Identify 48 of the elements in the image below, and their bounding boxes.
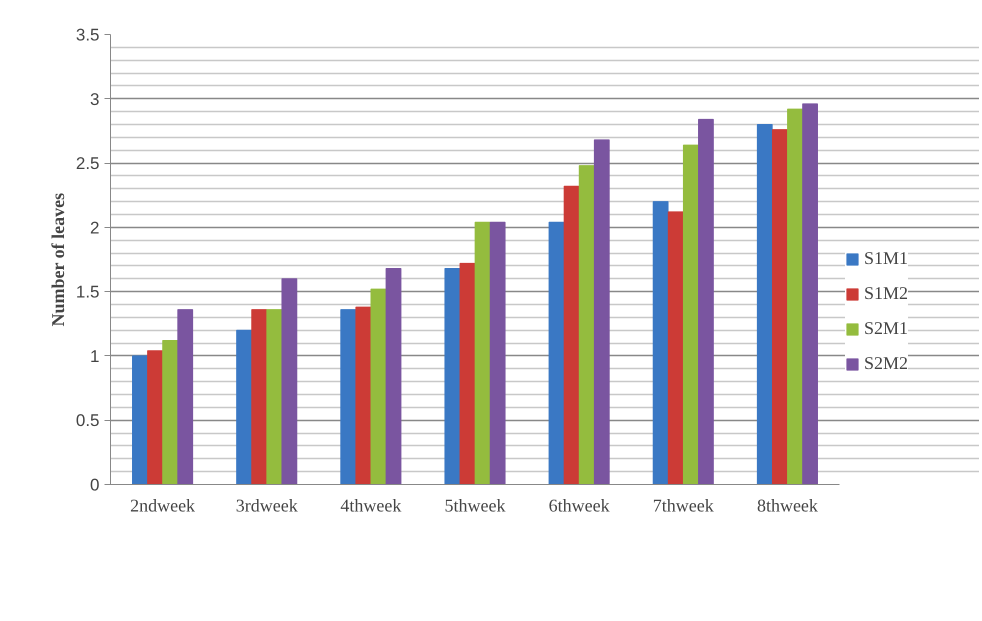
bar [490,222,506,484]
bar [386,268,402,484]
y-tick-label: 0.5 [76,411,100,430]
legend-label: S1M2 [864,283,908,304]
bar [652,201,669,484]
bar [698,118,714,484]
y-tick-label: 3.5 [76,26,100,44]
y-tick-label: 0 [90,476,100,494]
y-axis-title: Number of leaves [48,192,68,326]
x-tick-label: 8thweek [756,496,818,516]
x-tick-label: 6thweek [548,496,610,516]
x-tick-label: 2ndweek [130,496,196,516]
bar [594,139,610,484]
bar [370,288,386,484]
bar [132,355,148,484]
bar [147,350,163,484]
legend-label: S2M2 [864,353,908,374]
bar [802,103,818,484]
bar [564,186,580,484]
bar [355,306,372,484]
x-tick-label: 4thweek [340,496,402,516]
bar [756,124,773,484]
bar [474,222,490,484]
bar [444,268,460,484]
bar [162,340,178,484]
legend-label: S1M1 [864,248,908,269]
bar [668,211,684,484]
legend-label: S2M1 [864,318,908,339]
x-tick-label: 3rdweek [236,496,298,516]
bar [340,309,356,484]
bar [251,309,268,484]
bar [548,222,564,484]
bar [682,144,699,484]
x-tick-label: 5thweek [444,496,506,516]
bar [787,108,803,484]
bar [460,262,476,484]
y-tick-label: 2 [90,218,100,238]
y-tick-label: 2.5 [76,154,100,174]
bar [266,309,282,484]
y-tick-label: 3 [90,90,100,109]
bar [578,165,595,484]
x-tick-label: 7thweek [652,496,714,516]
y-tick-label: 1 [90,346,100,366]
bar [772,129,788,484]
bar [177,309,194,484]
bar [281,278,298,484]
bar [236,330,252,484]
y-tick-label: 1.5 [76,282,100,302]
